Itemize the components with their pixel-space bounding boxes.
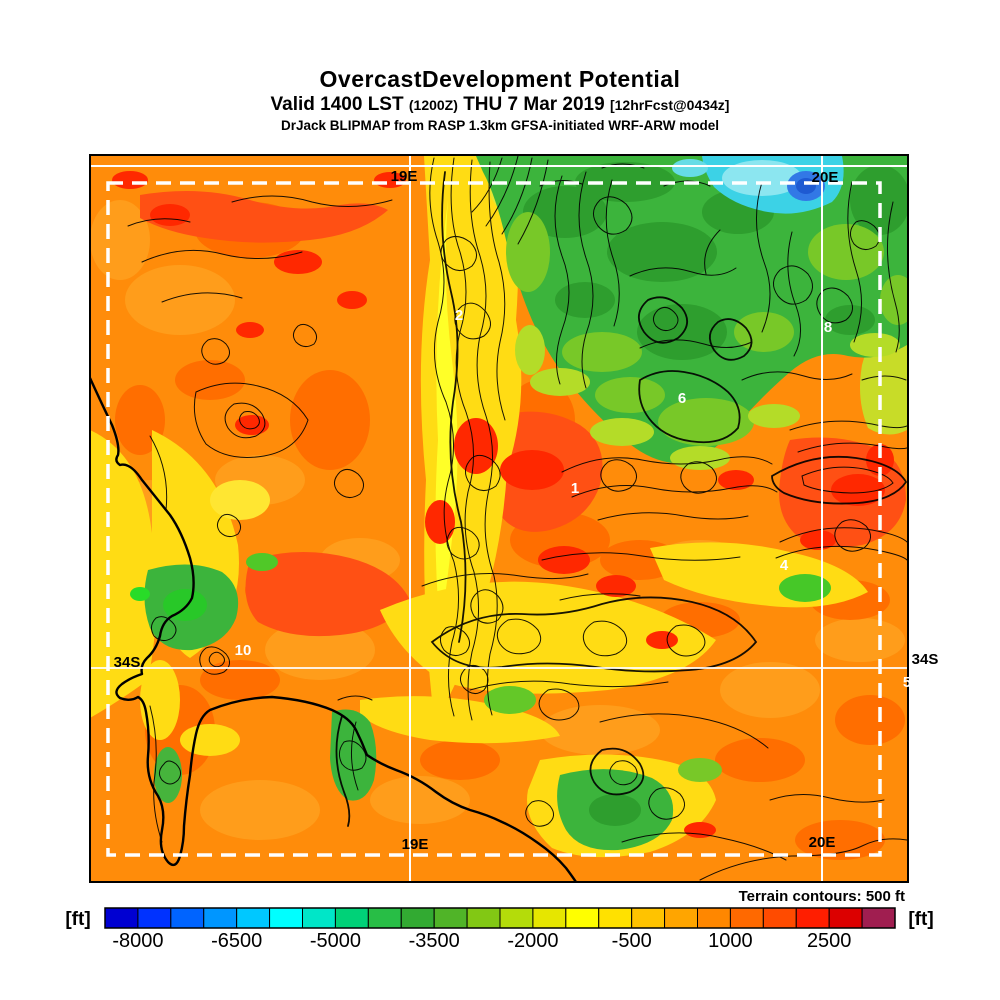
site-labels: 2 8 6 1 4 10 5 [235, 307, 912, 691]
header: OvercastDevelopment Potential Valid 1400… [0, 66, 1000, 133]
valid-fcst: [12hrFcst@0434z] [609, 97, 730, 113]
label-20e-bottom: 20E [809, 834, 836, 851]
legend-color-segment [795, 907, 830, 929]
legend-color-segment [203, 907, 238, 929]
label-34s-left: 34S [114, 654, 141, 671]
legend-color-segment [499, 907, 534, 929]
legend-tick-label: 2500 [807, 930, 852, 952]
legend-color-segment [236, 907, 271, 929]
valid-date: THU 7 Mar 2019 [463, 94, 605, 115]
page-title: OvercastDevelopment Potential [319, 66, 681, 92]
red-spots [112, 171, 894, 838]
site-number-label: 8 [824, 319, 832, 336]
model-line: DrJack BLIPMAP from RASP 1.3km GFSA-init… [280, 118, 720, 133]
legend: Terrain contours: 500 ft -8000 -6500 -5000… [65, 888, 933, 952]
legend-tick-label: -8000 [112, 930, 163, 952]
site-number-label: 1 [571, 480, 579, 497]
coordinate-labels: 19E 20E 19E 20E 34S 34S [114, 168, 939, 853]
legend-unit-left: [ft] [65, 909, 90, 930]
legend-color-bar [104, 907, 896, 929]
legend-color-segment [302, 907, 336, 929]
green-region [476, 156, 907, 470]
legend-color-segment [697, 907, 731, 929]
legend-tick-label: -3500 [409, 930, 460, 952]
legend-color-segment [729, 907, 764, 929]
map-border [89, 154, 909, 883]
label-19e-top: 19E [391, 168, 418, 185]
coastline [91, 377, 577, 881]
site-number-label: 2 [455, 307, 463, 324]
legend-tick-label: 1000 [708, 930, 753, 952]
legend-color-segment [104, 907, 139, 929]
valid-prefix: Valid 1400 LST [270, 94, 404, 115]
label-20e-top: 20E [812, 169, 839, 186]
domain-dashed-box [106, 181, 882, 857]
legend-color-segment [466, 907, 501, 929]
valid-line: Valid 1400 LST (1200Z) THU 7 Mar 2019 [1… [0, 94, 1000, 116]
legend-color-segment [828, 907, 863, 929]
site-number-label: 4 [780, 557, 789, 574]
legend-color-segment [170, 907, 205, 929]
legend-tick-labels: -8000 -6500 -5000 -3500 -2000 -500 1000 2500 [112, 930, 851, 952]
cyan-patch [672, 156, 844, 214]
valid-zulu: (1200Z) [408, 97, 458, 113]
label-19e-bottom: 19E [402, 836, 429, 853]
legend-tick-label: -2000 [507, 930, 558, 952]
legend-unit-right: [ft] [908, 909, 933, 930]
legend-color-segment [565, 907, 600, 929]
site-number-label: 5 [903, 674, 911, 691]
legend-tick-label: -500 [612, 930, 652, 952]
green-patches [130, 553, 831, 851]
legend-color-segment [861, 907, 896, 929]
terrain-contour-note: Terrain contours: 500 ft [739, 888, 905, 905]
legend-tick-label: -5000 [310, 930, 361, 952]
legend-color-segment [532, 907, 567, 929]
legend-bar-outline [104, 907, 896, 929]
legend-color-segment [269, 907, 303, 929]
site-number-label: 6 [678, 390, 686, 407]
lat-lon-grid [91, 156, 907, 881]
legend-color-segment [664, 907, 699, 929]
map-area [91, 156, 907, 881]
legend-color-segment [598, 907, 633, 929]
legend-tick-label: -6500 [211, 930, 262, 952]
legend-color-segment [433, 907, 468, 929]
legend-color-segment [762, 907, 797, 929]
site-number-label: 10 [235, 642, 252, 659]
legend-color-segment [137, 907, 172, 929]
legend-color-segment [631, 907, 666, 929]
label-34s-right: 34S [912, 651, 939, 668]
legend-color-segment [400, 907, 435, 929]
legend-color-segment [334, 907, 369, 929]
legend-color-segment [367, 907, 402, 929]
